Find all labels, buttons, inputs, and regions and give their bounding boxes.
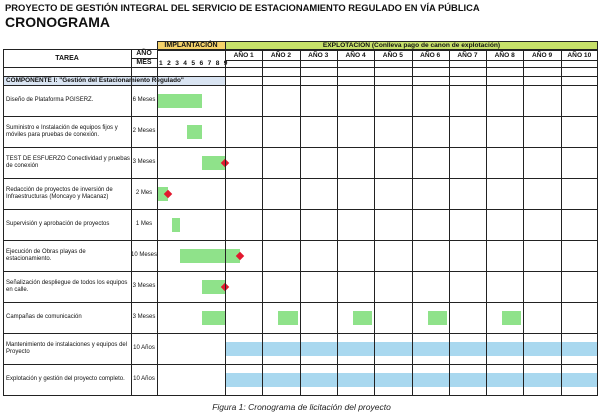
- year-label: AÑO: [136, 50, 152, 57]
- duration-label: 10 Años: [133, 376, 155, 382]
- schedule-table: IMPLANTACIÓN EXPLOTACIÓN (Conlleva pago …: [3, 38, 598, 397]
- year-header: AÑO 5: [382, 51, 403, 59]
- implementation-bar: [202, 280, 225, 294]
- task-label: TEST DE ESFUERZO Conectividad y pruebas …: [6, 155, 130, 169]
- component-row: COMPONENTE I: "Gestión del Estacionamien…: [3, 76, 225, 85]
- grid-line: [3, 147, 598, 148]
- implementation-months: 1 2 3 4 5 6 7 8 9: [159, 59, 229, 67]
- duration-label: 1 Mes: [135, 221, 153, 227]
- grid-line: [3, 209, 598, 210]
- campaign-bar: [352, 311, 373, 325]
- grid-line: [3, 178, 598, 179]
- year-header: AÑO 8: [494, 51, 515, 59]
- grid-line: [374, 50, 376, 395]
- grid-line: [3, 49, 598, 50]
- duration-label: 10 Años: [133, 345, 155, 351]
- duration-label: 6 Meses: [132, 97, 156, 103]
- grid-line: [157, 41, 598, 42]
- year-header: AÑO 9: [531, 51, 553, 59]
- task-label: Ejecución de Obras playas de estacionami…: [6, 248, 86, 262]
- year-header: AÑO 1: [233, 51, 254, 59]
- task-label: Redacción de proyectos de inversión de I…: [6, 186, 113, 200]
- implementation-bar: [172, 218, 180, 232]
- document-title: PROYECTO DE GESTIÓN INTEGRAL DEL SERVICI…: [5, 2, 480, 13]
- grid-line: [3, 364, 598, 365]
- grid-line: [486, 50, 488, 395]
- task-label: Mantenimiento de instalaciones y equipos…: [6, 341, 128, 355]
- grid-line: [3, 333, 598, 334]
- task-label: Señalización despliegue de todos los equ…: [6, 279, 128, 293]
- month-label: MES: [136, 59, 152, 66]
- task-label: Explotación y gestión del proyecto compl…: [6, 376, 125, 382]
- year-header: AÑO 7: [457, 51, 478, 59]
- task-label: Suministro e Instalación de equipos fijo…: [6, 124, 118, 138]
- campaign-bar: [427, 311, 447, 325]
- grid-line: [523, 50, 525, 395]
- grid-line: [157, 50, 598, 51]
- grid-line: [131, 58, 157, 59]
- implementation-header: IMPLANTACIÓN: [157, 41, 225, 50]
- task-label: Supervisión y aprobación de proyectos: [6, 221, 110, 227]
- grid-line: [262, 50, 264, 395]
- year-header: AÑO 2: [270, 51, 292, 59]
- grid-line: [3, 302, 598, 303]
- campaign-bar: [278, 311, 298, 325]
- year-header: AÑO 4: [345, 51, 366, 59]
- grid-line: [3, 49, 4, 395]
- grid-line: [411, 50, 413, 395]
- year-header: AÑO 3: [308, 51, 329, 59]
- year-header: AÑO 6: [420, 51, 441, 59]
- implementation-bar: [187, 125, 203, 139]
- grid-line: [3, 116, 598, 117]
- grid-line: [3, 240, 598, 241]
- figure-caption: Figura 1: Cronograma de licitación del p…: [212, 402, 391, 412]
- grid-line: [225, 41, 226, 396]
- duration-label: 3 Meses: [132, 283, 156, 289]
- duration-label: 3 Meses: [132, 314, 156, 320]
- implementation-bar: [179, 249, 241, 263]
- exploitation-header: EXPLOTACIÓN (Conlleva pago de canon de e…: [225, 41, 598, 50]
- year-header: AÑO 10: [567, 51, 592, 59]
- implementation-bar: [202, 311, 225, 325]
- duration-label: 2 Mes: [135, 190, 153, 196]
- grid-line: [597, 41, 598, 396]
- task-label: Diseño de Plataforma PGISERZ.: [6, 97, 94, 103]
- document-subtitle: CRONOGRAMA: [5, 14, 110, 30]
- campaign-bar: [502, 311, 522, 325]
- grid-line: [157, 41, 158, 396]
- duration-label: 3 Meses: [132, 159, 156, 165]
- implementation-month-band: [157, 50, 225, 58]
- grid-line: [336, 50, 338, 395]
- grid-line: [448, 50, 450, 395]
- implementation-bar: [202, 156, 225, 170]
- implementation-bar: [157, 94, 203, 108]
- duration-label: 2 Meses: [132, 128, 156, 134]
- duration-label: 10 Meses: [131, 252, 158, 258]
- grid-line: [3, 395, 598, 396]
- implementation-bar: [157, 187, 169, 201]
- grid-line: [3, 271, 598, 272]
- grid-line: [299, 50, 301, 395]
- task-label: Campañas de comunicación: [6, 314, 82, 320]
- grid-line: [131, 49, 132, 395]
- task-header: TAREA: [55, 55, 79, 62]
- grid-line: [560, 50, 562, 395]
